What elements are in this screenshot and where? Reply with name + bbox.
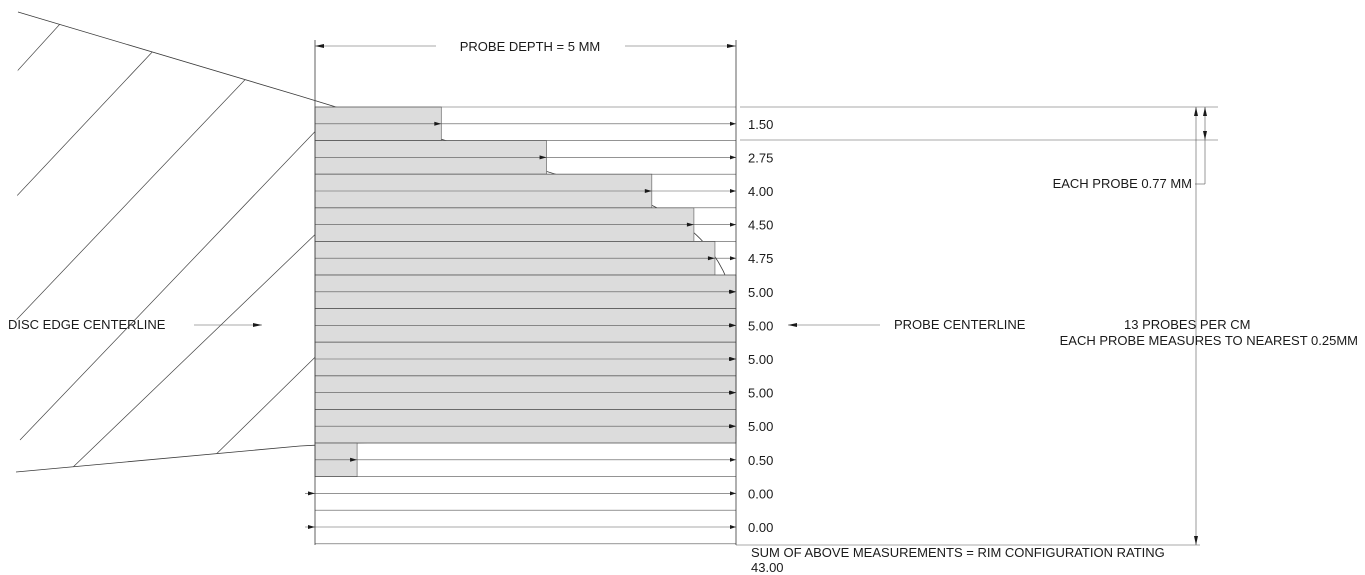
probe-value-labels: 1.50 2.75 4.00 4.50 4.75 5.00 5.00 5.00 5.00 5.00…: [748, 117, 773, 535]
probes-per-cm-label: 13 PROBES PER CM: [1124, 317, 1250, 332]
probe-value-label: 4.00: [748, 184, 773, 199]
probe-value-label: 5.00: [748, 318, 773, 333]
probe-value-label: 1.50: [748, 117, 773, 132]
disc-edge-centerline-label: DISC EDGE CENTERLINE: [8, 317, 166, 332]
probe-tip-arrow: [308, 525, 315, 529]
probe-depth-dimension: PROBE DEPTH = 5 MM: [315, 39, 736, 54]
probe-base-arrow: [730, 222, 736, 227]
probe-base-arrow: [730, 390, 736, 395]
probe-value-label: 0.00: [748, 486, 773, 501]
total-height-dimension: [736, 107, 1200, 546]
probe-base-arrow: [730, 357, 736, 361]
sum-label: SUM OF ABOVE MEASUREMENTS = RIM CONFIGUR…: [751, 545, 1165, 560]
probe-tip-arrow: [434, 121, 442, 126]
probe-depth-label: PROBE DEPTH = 5 MM: [460, 39, 601, 54]
probe-value-label: 5.00: [748, 386, 773, 401]
probe-value-label: 0.00: [748, 520, 773, 535]
probe-base-arrow: [730, 323, 736, 328]
probe-centerline-label: PROBE CENTERLINE: [894, 317, 1026, 332]
probe-centerline-callout: PROBE CENTERLINE: [788, 317, 1026, 332]
each-probe-label: EACH PROBE 0.77 MM: [1053, 176, 1192, 191]
disc-edge-centerline-callout: DISC EDGE CENTERLINE: [8, 317, 262, 332]
sum-value: 43.00: [751, 560, 784, 575]
probe-base-arrow: [730, 424, 736, 429]
probe-value-label: 4.75: [748, 251, 773, 266]
probe-value-label: 4.50: [748, 218, 773, 233]
probe-base-arrow: [730, 525, 736, 529]
probe-value-label: 2.75: [748, 150, 773, 165]
probe-tip-arrow: [707, 256, 715, 261]
probe-width-dimension: EACH PROBE 0.77 MM: [740, 106, 1218, 191]
probe-value-label: 5.00: [748, 352, 773, 367]
probe-base-arrow: [730, 189, 736, 193]
probe-base-arrow: [730, 289, 736, 294]
probe-base-arrow: [730, 121, 736, 126]
probe-grid: [305, 106, 736, 545]
probe-base-arrow: [730, 457, 736, 462]
probe-base-arrow: [730, 155, 736, 160]
probe-value-label: 5.00: [748, 419, 773, 434]
probe-base-arrow: [730, 491, 736, 496]
probe-tip-arrow: [686, 222, 694, 227]
probe-tip-arrow: [350, 457, 358, 462]
probe-tip-arrow: [308, 491, 315, 496]
probe-value-label: 5.00: [748, 285, 773, 300]
nearest-measure-label: EACH PROBE MEASURES TO NEAREST 0.25MM: [1060, 333, 1358, 348]
probe-base-arrow: [730, 256, 736, 261]
probe-tip-arrow: [644, 189, 652, 193]
probe-value-label: 0.50: [748, 453, 773, 468]
probe-tip-arrow: [539, 155, 547, 160]
